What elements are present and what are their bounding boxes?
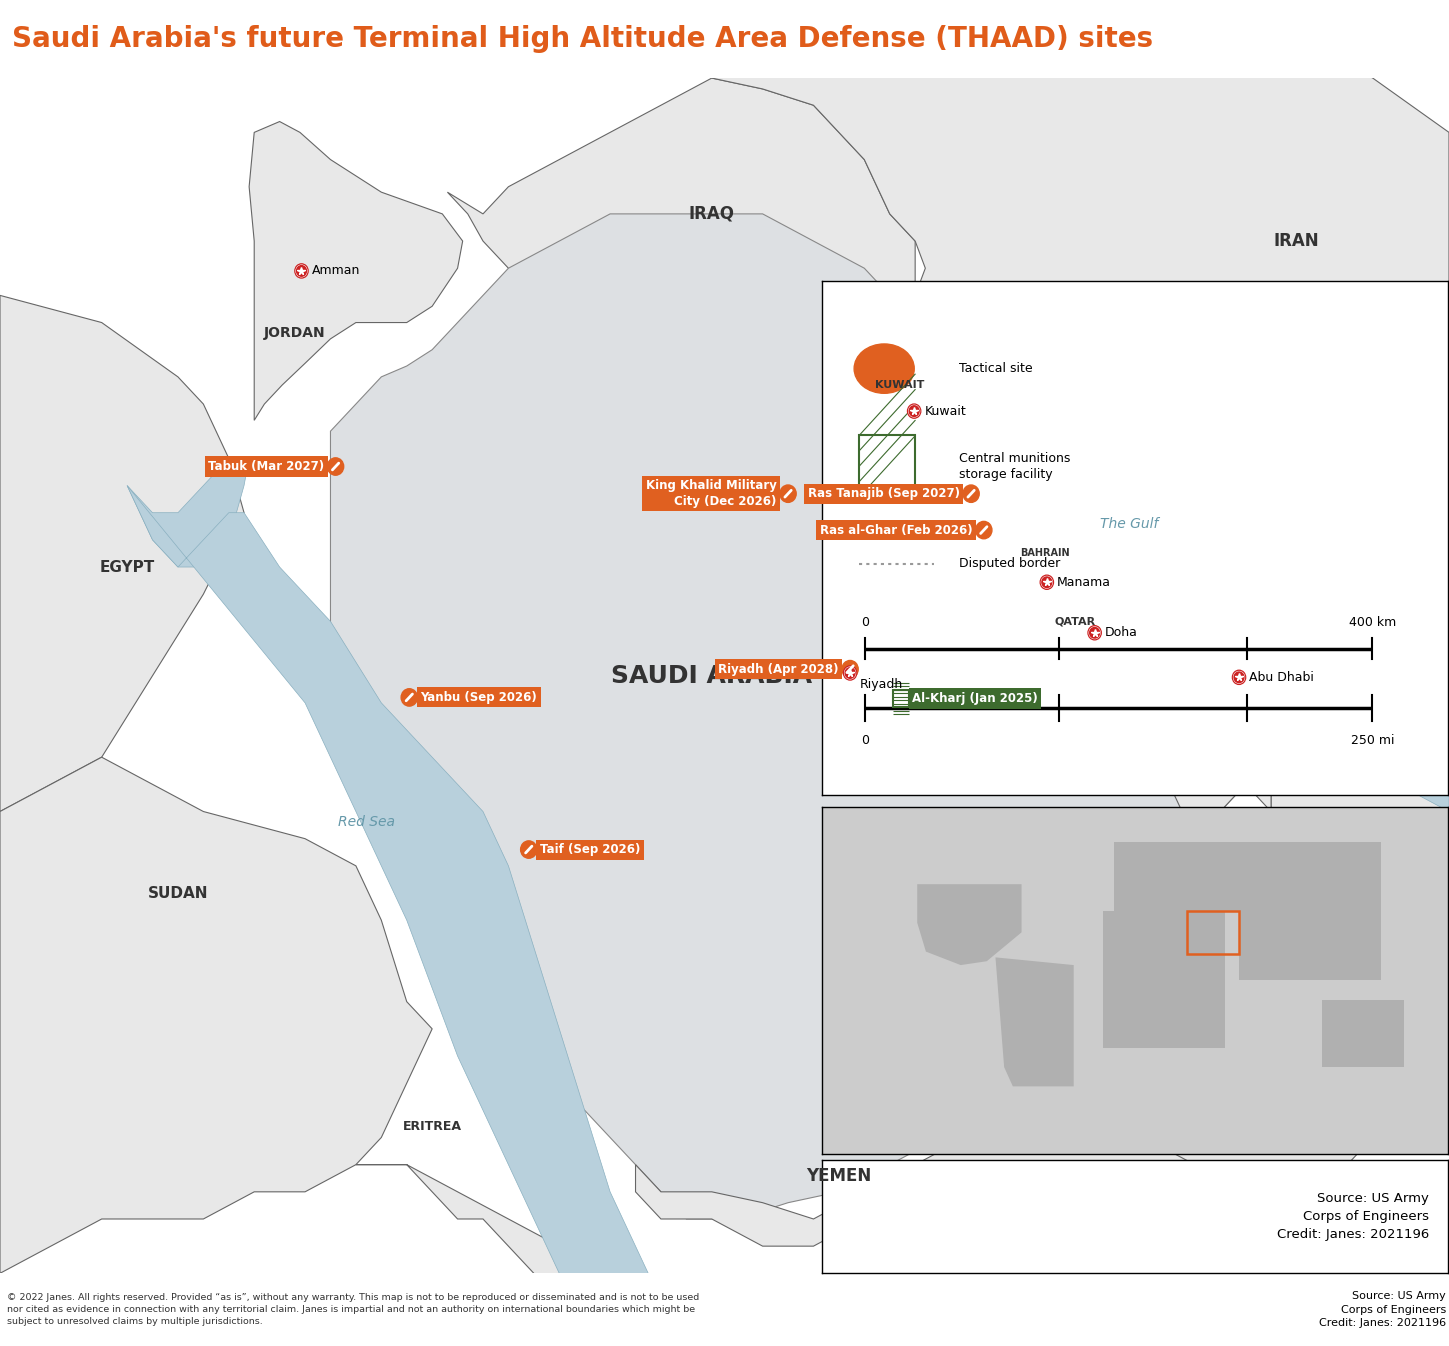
Text: Tabuk (Mar 2027): Tabuk (Mar 2027) [209,460,325,472]
Text: The Gulf: The Gulf [1100,517,1158,530]
Text: JORDAN: JORDAN [264,327,326,341]
Text: Al-Kharj (Jan 2025): Al-Kharj (Jan 2025) [911,692,1037,705]
Text: QATAR: QATAR [1055,616,1095,626]
Circle shape [909,405,920,417]
Circle shape [1090,627,1100,638]
Polygon shape [128,486,661,1346]
Polygon shape [330,214,1321,1219]
Circle shape [909,405,919,416]
Text: Ras Tanajib (Sep 2027): Ras Tanajib (Sep 2027) [809,487,959,501]
Text: Riyadh: Riyadh [861,678,904,692]
Text: Abu Dhabi: Abu Dhabi [1249,670,1314,684]
Text: EGYPT: EGYPT [100,560,155,575]
Text: Manama: Manama [1056,576,1111,588]
Circle shape [1090,627,1100,638]
Text: Doha: Doha [1104,626,1137,639]
Circle shape [975,521,993,538]
Text: Saudi Arabia's future Terminal High Altitude Area Defense (THAAD) sites: Saudi Arabia's future Terminal High Alti… [12,26,1153,52]
Text: IRAN: IRAN [1274,232,1319,250]
Text: KUWAIT: KUWAIT [875,380,924,390]
Polygon shape [356,1164,636,1327]
Text: Red Sea: Red Sea [338,816,394,829]
Polygon shape [839,404,1449,812]
Circle shape [845,668,855,678]
Text: Ras al-Ghar (Feb 2026): Ras al-Ghar (Feb 2026) [820,524,972,537]
Circle shape [1040,575,1053,590]
Text: Yanbu (Sep 2026): Yanbu (Sep 2026) [420,690,538,704]
Text: Source: US Army
Corps of Engineers
Credit: Janes: 2021196: Source: US Army Corps of Engineers Credi… [1319,1291,1446,1329]
Circle shape [780,485,796,502]
Polygon shape [1055,567,1098,676]
Polygon shape [128,459,249,567]
Circle shape [520,841,538,859]
Circle shape [842,661,858,678]
Polygon shape [448,78,916,431]
Text: King Khalid Military
City (Dec 2026): King Khalid Military City (Dec 2026) [646,479,777,507]
Circle shape [1042,576,1052,588]
Circle shape [296,265,307,277]
Polygon shape [249,121,462,420]
Circle shape [843,666,856,680]
Text: SAUDI ARABIA: SAUDI ARABIA [611,664,813,688]
Circle shape [845,668,855,678]
Bar [893,689,909,707]
Polygon shape [0,758,432,1273]
Text: Amman: Amman [312,264,359,277]
Polygon shape [0,295,243,812]
Circle shape [964,485,980,502]
Circle shape [1235,672,1245,682]
Polygon shape [1093,676,1271,839]
Circle shape [296,264,309,279]
Text: Taif (Sep 2026): Taif (Sep 2026) [540,843,640,856]
Circle shape [1088,626,1101,639]
Circle shape [401,689,417,707]
Text: © 2022 Janes. All rights reserved. Provided “as is”, without any warranty. This : © 2022 Janes. All rights reserved. Provi… [7,1294,700,1326]
Text: ERITREA: ERITREA [403,1120,462,1133]
Polygon shape [711,0,1449,703]
Circle shape [907,404,920,419]
Polygon shape [636,948,1398,1246]
Circle shape [297,265,306,276]
Circle shape [327,458,343,475]
Text: Kuwait: Kuwait [924,405,966,417]
Text: IRAQ: IRAQ [688,205,735,223]
Circle shape [1233,672,1245,684]
Polygon shape [1119,676,1449,1191]
Polygon shape [839,366,940,441]
Text: BAHRAIN: BAHRAIN [1020,548,1069,559]
Circle shape [1042,577,1052,588]
Circle shape [1233,670,1246,684]
Polygon shape [1035,564,1052,599]
Text: Riyadh (Apr 2028): Riyadh (Apr 2028) [719,662,839,676]
Text: YEMEN: YEMEN [806,1167,871,1184]
Text: SUDAN: SUDAN [148,886,209,900]
